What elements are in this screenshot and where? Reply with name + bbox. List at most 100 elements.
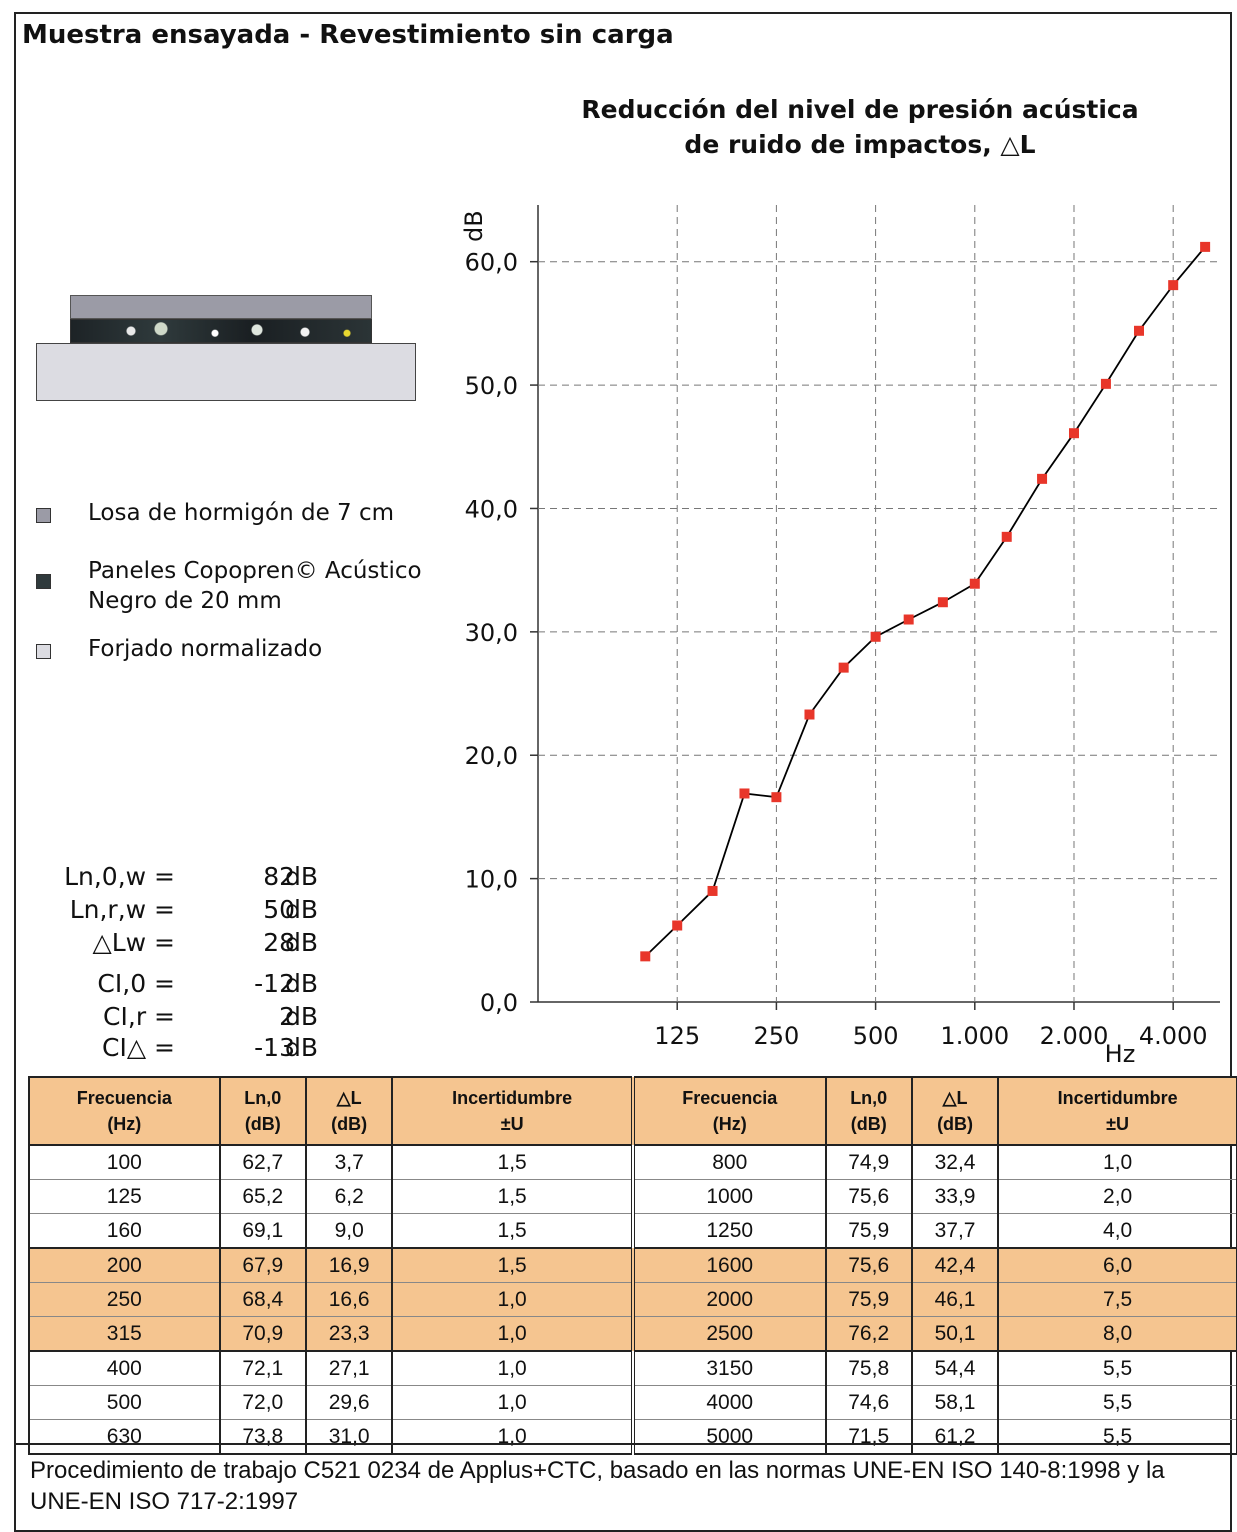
table-cell: 250 [28, 1282, 221, 1317]
x-tick-label: 500 [853, 1022, 899, 1050]
y-tick-label: 0,0 [480, 989, 518, 1017]
table-cell: 75,9 [824, 1282, 913, 1317]
table-cell: 76,2 [824, 1316, 913, 1352]
y-tick-label: 30,0 [465, 619, 518, 647]
table-cell: 3150 [630, 1351, 827, 1386]
data-point [1100, 378, 1111, 389]
table-cell: 500 [28, 1385, 221, 1420]
result-row: CI,r = 2 dB [80, 1002, 340, 1034]
table-cell: 69,1 [218, 1213, 307, 1249]
footer-text: Procedimiento de trabajo C521 0234 de Ap… [30, 1457, 1165, 1515]
data-point [1133, 325, 1144, 336]
table-cell: 58,1 [910, 1385, 1000, 1420]
table-cell: 75,6 [824, 1248, 913, 1283]
table-cell: 1600 [630, 1248, 827, 1283]
result-value: -13 [254, 1033, 295, 1062]
y-tick-label: 20,0 [465, 742, 518, 770]
column-header: Incertidumbre ±U [391, 1076, 634, 1146]
page-title: Muestra ensayada - Revestimiento sin car… [22, 20, 674, 50]
table-cell: 9,0 [304, 1213, 394, 1249]
data-point [838, 662, 849, 673]
table-cell: 1,0 [391, 1385, 634, 1420]
table-row: 400 72,1 27,1 1,0 3150 75,8 54,4 5,5 [28, 1351, 1237, 1386]
data-point [739, 788, 750, 799]
table-cell: 71,5 [824, 1419, 913, 1455]
result-row: Ln,0,w = 82 dB [64, 862, 340, 894]
legend-swatch [36, 644, 51, 659]
x-tick-label: 2.000 [1040, 1022, 1109, 1050]
table-cell: 73,8 [218, 1419, 307, 1455]
table-cell: 75,6 [824, 1179, 913, 1214]
table-row: 160 69,1 9,0 1,5 1250 75,9 37,7 4,0 [28, 1213, 1237, 1249]
table-cell: 23,3 [304, 1316, 394, 1352]
column-header: Frecuencia (Hz) [28, 1076, 221, 1146]
table-cell: 5000 [630, 1419, 827, 1455]
table-row: 630 73,8 31,0 1,0 5000 71,5 61,2 5,5 [28, 1419, 1237, 1455]
result-value: 28 [263, 928, 295, 957]
legend-swatch [36, 508, 51, 523]
table-cell: 2000 [630, 1282, 827, 1317]
table-cell: 72,1 [218, 1351, 307, 1386]
table-cell: 400 [28, 1351, 221, 1386]
table-cell: 125 [28, 1179, 221, 1214]
result-unit: dB [285, 1002, 319, 1031]
y-axis-label: dB [460, 210, 488, 242]
y-tick-label: 60,0 [465, 249, 518, 277]
result-row: CI△ = -13 dB [80, 1033, 340, 1065]
table-cell: 1,5 [391, 1248, 634, 1283]
table-cell: 75,9 [824, 1213, 913, 1249]
floor-layer [36, 343, 416, 401]
table-row: 315 70,9 23,3 1,0 2500 76,2 50,1 8,0 [28, 1316, 1237, 1352]
column-header: Ln,0 (dB) [218, 1076, 307, 1146]
panel-layer [70, 319, 372, 343]
table-cell: 315 [28, 1316, 221, 1352]
result-row: CI,0 = -12 dB [80, 969, 340, 1001]
column-header: △L (dB) [304, 1076, 394, 1146]
data-point [969, 578, 980, 589]
x-axis-label: Hz [1105, 1040, 1136, 1068]
data-point [937, 597, 948, 608]
table-cell: 33,9 [910, 1179, 1000, 1214]
result-label: CI,r = [103, 1002, 175, 1031]
table-cell: 630 [28, 1419, 221, 1455]
table-cell: 4000 [630, 1385, 827, 1420]
data-point [804, 709, 815, 720]
table-cell: 27,1 [304, 1351, 394, 1386]
table-cell: 1,0 [391, 1351, 634, 1386]
result-unit: dB [285, 862, 319, 891]
result-label: CI,0 = [97, 969, 175, 998]
table-cell: 8,0 [997, 1316, 1237, 1352]
legend-label: Forjado normalizado [88, 636, 323, 662]
table-cell: 16,6 [304, 1282, 394, 1317]
data-point [672, 920, 683, 931]
table-cell: 62,7 [218, 1145, 307, 1180]
table-row: 250 68,4 16,6 1,0 2000 75,9 46,1 7,5 [28, 1282, 1237, 1317]
result-value: -12 [254, 969, 295, 998]
table-cell: 100 [28, 1145, 221, 1180]
data-point [1001, 531, 1012, 542]
sample-illustration [36, 295, 416, 401]
result-value: 50 [263, 895, 295, 924]
table-cell: 54,4 [910, 1351, 1000, 1386]
x-tick-label: 125 [654, 1022, 700, 1050]
table-cell: 72,0 [218, 1385, 307, 1420]
result-unit: dB [285, 1033, 319, 1062]
table-cell: 1,0 [997, 1145, 1237, 1180]
table-cell: 200 [28, 1248, 221, 1283]
table-cell: 65,2 [218, 1179, 307, 1214]
table-cell: 70,9 [218, 1316, 307, 1352]
result-label: Ln,r,w = [69, 895, 175, 924]
table-cell: 4,0 [997, 1213, 1237, 1249]
result-unit: dB [285, 895, 319, 924]
y-tick-label: 50,0 [465, 372, 518, 400]
table-cell: 1,5 [391, 1179, 634, 1214]
data-point [707, 885, 718, 896]
table-cell: 5,5 [997, 1419, 1237, 1455]
table-cell: 67,9 [218, 1248, 307, 1283]
result-value: 82 [263, 862, 295, 891]
table-cell: 61,2 [910, 1419, 1000, 1455]
data-point [1200, 241, 1211, 252]
table-cell: 37,7 [910, 1213, 1000, 1249]
chart-svg: 0,0 10,0 20,0 30,0 40,0 50,0 60,0 dB 125 250 500 1.… [460, 205, 1220, 1068]
column-header: Frecuencia (Hz) [630, 1076, 827, 1146]
